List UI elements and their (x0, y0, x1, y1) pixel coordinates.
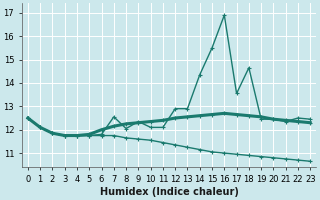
X-axis label: Humidex (Indice chaleur): Humidex (Indice chaleur) (100, 187, 238, 197)
